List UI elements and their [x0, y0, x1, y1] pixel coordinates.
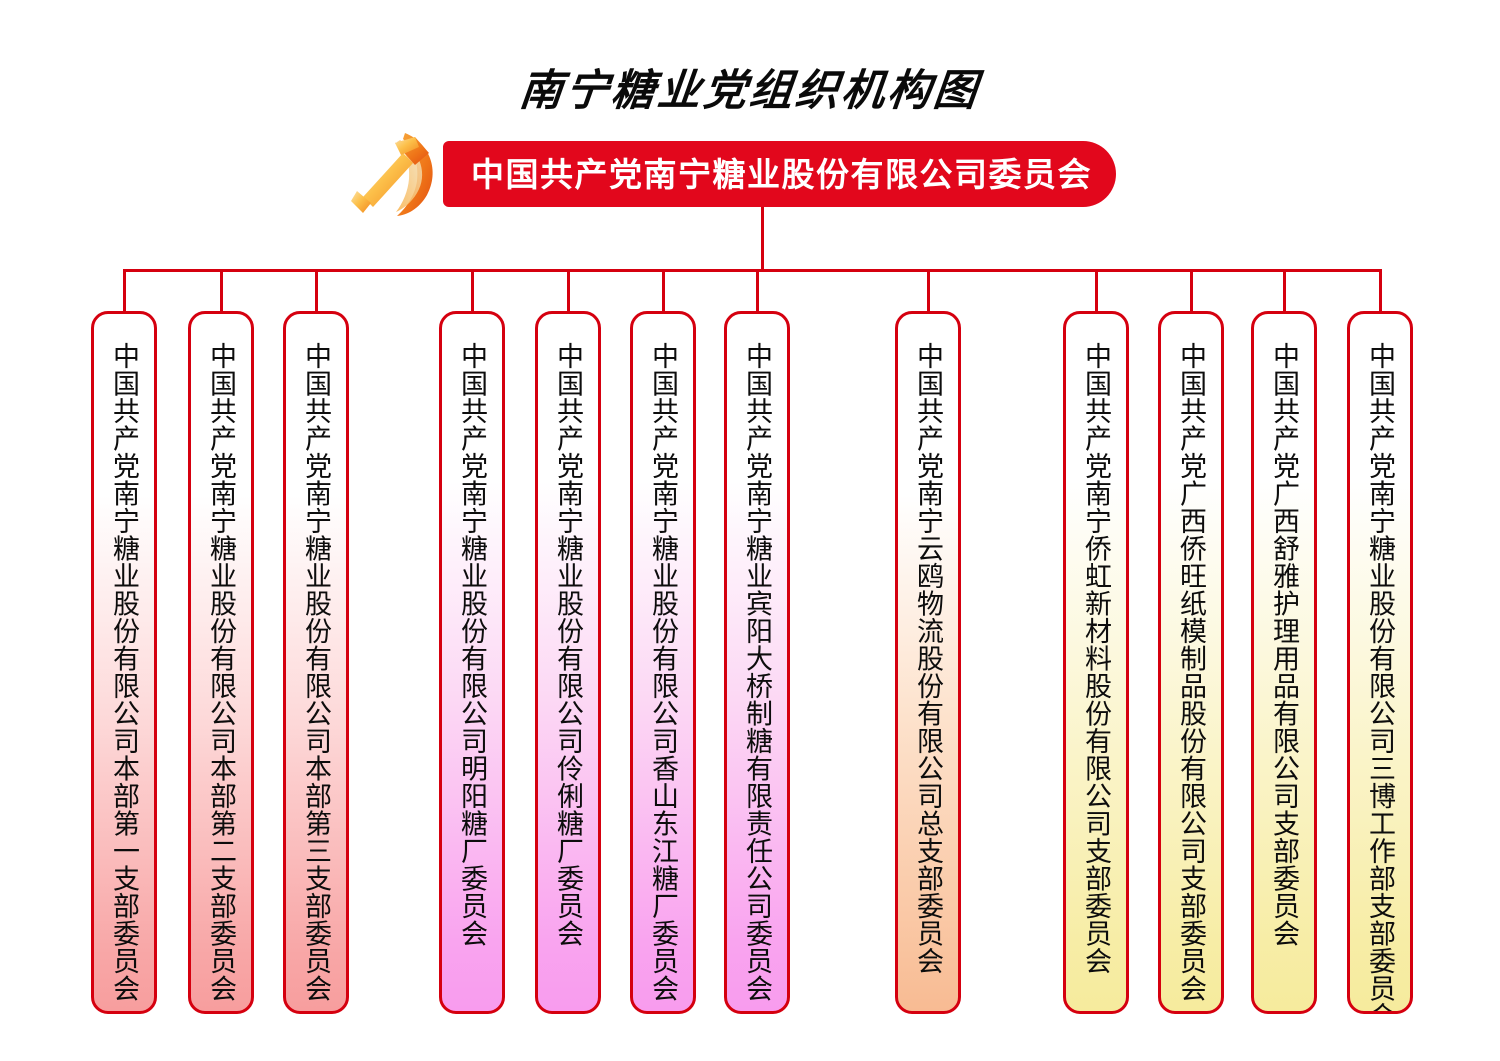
- leaf-node-2[interactable]: 中国共产党南宁糖业股份有限公司本部第二支部委员会: [188, 311, 254, 1014]
- leaf-node-label: 中国共产党南宁糖业股份有限公司香山东江糖厂委员会: [648, 342, 678, 1002]
- connector-drop-8: [927, 269, 930, 315]
- connector-drop-9: [1095, 269, 1098, 315]
- leaf-node-label: 中国共产党南宁云鸥物流股份有限公司总支部委员会: [913, 342, 943, 975]
- leaf-node-8[interactable]: 中国共产党南宁云鸥物流股份有限公司总支部委员会: [895, 311, 961, 1014]
- leaf-node-6[interactable]: 中国共产党南宁糖业股份有限公司香山东江糖厂委员会: [630, 311, 696, 1014]
- leaf-node-label: 中国共产党南宁糖业股份有限公司本部第三支部委员会: [301, 342, 331, 1002]
- leaf-node-label: 中国共产党南宁糖业股份有限公司三博工作部支部委员会: [1365, 342, 1395, 1011]
- party-hammer-sickle-icon: [345, 127, 445, 219]
- connector-drop-12: [1379, 269, 1382, 315]
- leaf-node-9[interactable]: 中国共产党南宁侨虹新材料股份有限公司支部委员会: [1063, 311, 1129, 1014]
- connector-drop-5: [567, 269, 570, 315]
- connector-bus-horizontal: [124, 269, 1382, 272]
- connector-drop-10: [1190, 269, 1193, 315]
- leaf-node-label: 中国共产党南宁糖业股份有限公司伶俐糖厂委员会: [553, 342, 583, 947]
- leaf-node-label: 中国共产党南宁糖业宾阳大桥制糖有限责任公司委员会: [742, 342, 772, 1002]
- leaf-node-12[interactable]: 中国共产党南宁糖业股份有限公司三博工作部支部委员会: [1347, 311, 1413, 1014]
- leaf-node-label: 中国共产党南宁糖业股份有限公司本部第二支部委员会: [206, 342, 236, 1002]
- connector-drop-3: [315, 269, 318, 315]
- leaf-node-label: 中国共产党南宁糖业股份有限公司本部第一支部委员会: [109, 342, 139, 1002]
- leaf-node-label: 中国共产党南宁侨虹新材料股份有限公司支部委员会: [1081, 342, 1111, 975]
- connector-drop-7: [756, 269, 759, 315]
- leaf-node-label: 中国共产党南宁糖业股份有限公司明阳糖厂委员会: [457, 342, 487, 947]
- leaf-node-5[interactable]: 中国共产党南宁糖业股份有限公司伶俐糖厂委员会: [535, 311, 601, 1014]
- leaf-node-11[interactable]: 中国共产党广西舒雅护理用品有限公司支部委员会: [1251, 311, 1317, 1014]
- connector-drop-6: [662, 269, 665, 315]
- page-title: 南宁糖业党组织机构图: [516, 66, 983, 116]
- connector-drop-4: [471, 269, 474, 315]
- leaf-node-7[interactable]: 中国共产党南宁糖业宾阳大桥制糖有限责任公司委员会: [724, 311, 790, 1014]
- connector-drop-2: [220, 269, 223, 315]
- connector-drop-1: [123, 269, 126, 315]
- leaf-node-4[interactable]: 中国共产党南宁糖业股份有限公司明阳糖厂委员会: [439, 311, 505, 1014]
- leaf-node-label: 中国共产党广西侨旺纸模制品股份有限公司支部委员会: [1176, 342, 1206, 1002]
- root-node-label: 中国共产党南宁糖业股份有限公司委员会: [471, 155, 1092, 193]
- leaf-node-1[interactable]: 中国共产党南宁糖业股份有限公司本部第一支部委员会: [91, 311, 157, 1014]
- root-node-banner[interactable]: 中国共产党南宁糖业股份有限公司委员会: [443, 141, 1116, 207]
- leaf-node-label: 中国共产党广西舒雅护理用品有限公司支部委员会: [1269, 342, 1299, 947]
- connector-trunk-vertical: [761, 207, 764, 271]
- leaf-node-3[interactable]: 中国共产党南宁糖业股份有限公司本部第三支部委员会: [283, 311, 349, 1014]
- connector-drop-11: [1283, 269, 1286, 315]
- leaf-node-10[interactable]: 中国共产党广西侨旺纸模制品股份有限公司支部委员会: [1158, 311, 1224, 1014]
